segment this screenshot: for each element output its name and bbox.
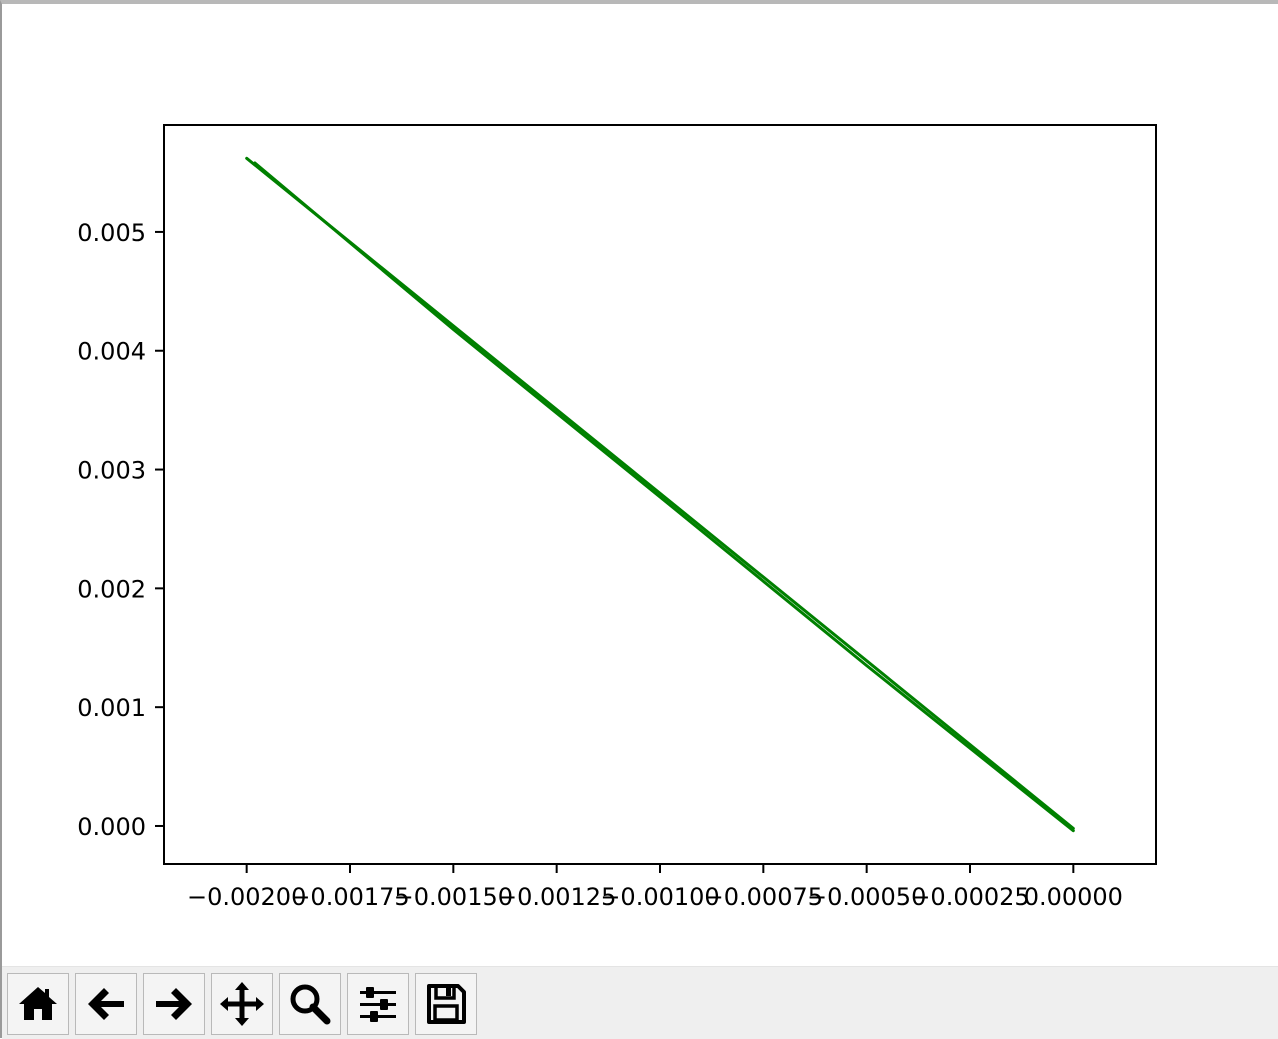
y-tick-label: 0.004 bbox=[77, 338, 146, 366]
zoom-button[interactable] bbox=[279, 973, 341, 1035]
x-tick-label: −0.00075 bbox=[704, 883, 823, 911]
sliders-icon bbox=[360, 987, 396, 1022]
y-tick-label: 0.001 bbox=[77, 694, 146, 722]
x-tick-label: −0.00125 bbox=[497, 883, 616, 911]
x-tick-label: −0.00050 bbox=[807, 883, 926, 911]
pan-button[interactable] bbox=[211, 973, 273, 1035]
home-icon bbox=[19, 987, 57, 1020]
back-button[interactable] bbox=[75, 973, 137, 1035]
configure-subplots-button[interactable] bbox=[347, 973, 409, 1035]
x-tick-label: 0.00000 bbox=[1024, 883, 1123, 911]
magnifier-icon bbox=[290, 984, 331, 1025]
figure-canvas[interactable]: −0.00200 −0.00175 −0.00150 −0.00125 −0.00100… bbox=[2, 4, 1278, 966]
move-icon bbox=[220, 982, 264, 1026]
chart: −0.00200−0.00175−0.00150−0.00125−0.00100… bbox=[77, 124, 1157, 911]
y-tick-label: 0.003 bbox=[77, 457, 146, 485]
x-tick-label: −0.00025 bbox=[910, 883, 1029, 911]
save-button[interactable] bbox=[415, 973, 477, 1035]
floppy-disk-icon bbox=[427, 984, 466, 1024]
x-tick-label: −0.00200 bbox=[187, 883, 306, 911]
arrow-right-icon bbox=[156, 988, 192, 1020]
series-line-1 bbox=[253, 161, 1075, 833]
navigation-toolbar bbox=[2, 966, 1278, 1039]
y-tick-label: 0.000 bbox=[77, 813, 146, 841]
home-button[interactable] bbox=[7, 973, 69, 1035]
x-tick-label: −0.00150 bbox=[394, 883, 513, 911]
x-tick-label: −0.00175 bbox=[290, 883, 409, 911]
x-tick-label: −0.00100 bbox=[600, 883, 719, 911]
arrow-left-icon bbox=[88, 988, 124, 1020]
y-tick-label: 0.002 bbox=[77, 575, 146, 603]
forward-button[interactable] bbox=[143, 973, 205, 1035]
y-tick-label: 0.005 bbox=[77, 219, 146, 247]
